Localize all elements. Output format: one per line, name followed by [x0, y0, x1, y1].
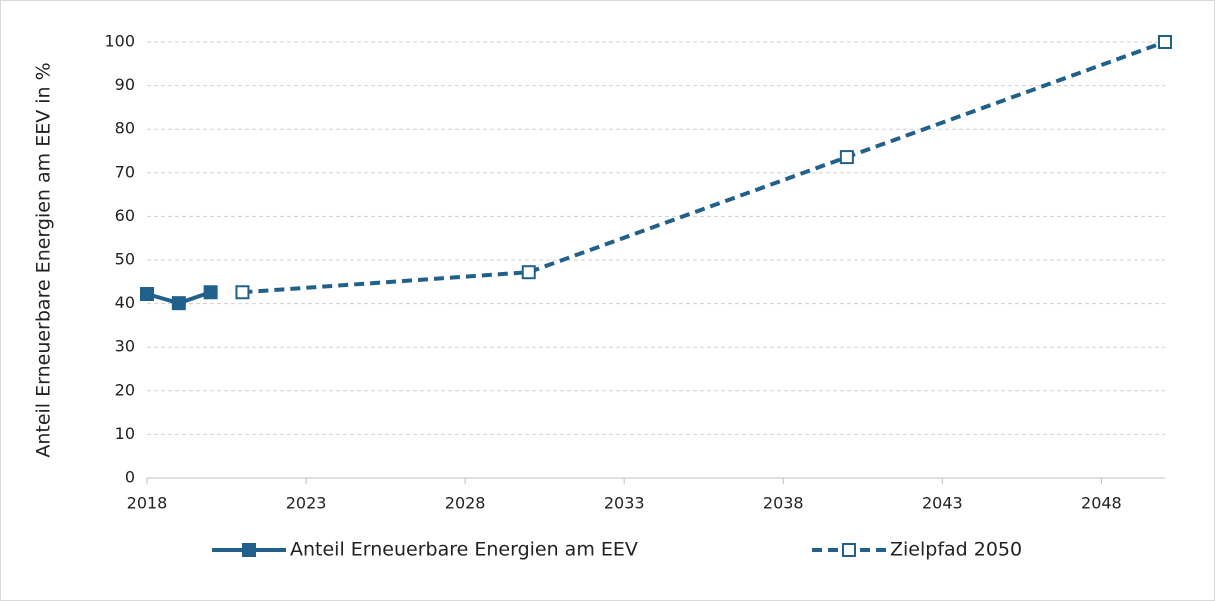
y-tick-label: 90	[115, 75, 135, 94]
y-tick-label: 100	[104, 32, 135, 51]
x-tick-label: 2038	[763, 494, 804, 513]
marker	[1158, 35, 1172, 49]
marker	[521, 265, 536, 280]
legend-label: Zielpfad 2050	[890, 539, 1022, 561]
marker	[839, 150, 854, 165]
y-tick-label: 40	[115, 293, 135, 312]
x-tick-label: 2043	[922, 494, 963, 513]
x-tick-label: 2018	[127, 494, 168, 513]
y-tick-label: 20	[115, 380, 135, 399]
y-tick-label: 50	[115, 250, 135, 269]
y-tick-label: 70	[115, 162, 135, 181]
legend-label: Anteil Erneuerbare Energien am EEV	[290, 539, 638, 561]
y-tick-label: 80	[115, 119, 135, 138]
legend-marker	[242, 543, 256, 557]
legend-marker	[842, 543, 856, 557]
marker	[171, 296, 186, 311]
marker	[140, 287, 154, 302]
y-tick-label: 30	[115, 337, 135, 356]
y-tick-label: 60	[115, 206, 135, 225]
y-axis-label: Anteil Erneuerbare Energien am EEV in %	[33, 62, 55, 457]
line	[242, 40, 1166, 295]
x-tick-label: 2023	[286, 494, 327, 513]
x-tick-label: 2033	[604, 494, 645, 513]
x-tick-label: 2028	[445, 494, 486, 513]
x-tick-label: 2048	[1081, 494, 1122, 513]
y-tick-label: 0	[125, 468, 135, 487]
marker	[203, 285, 218, 300]
marker	[235, 285, 250, 300]
y-tick-label: 10	[115, 424, 135, 443]
